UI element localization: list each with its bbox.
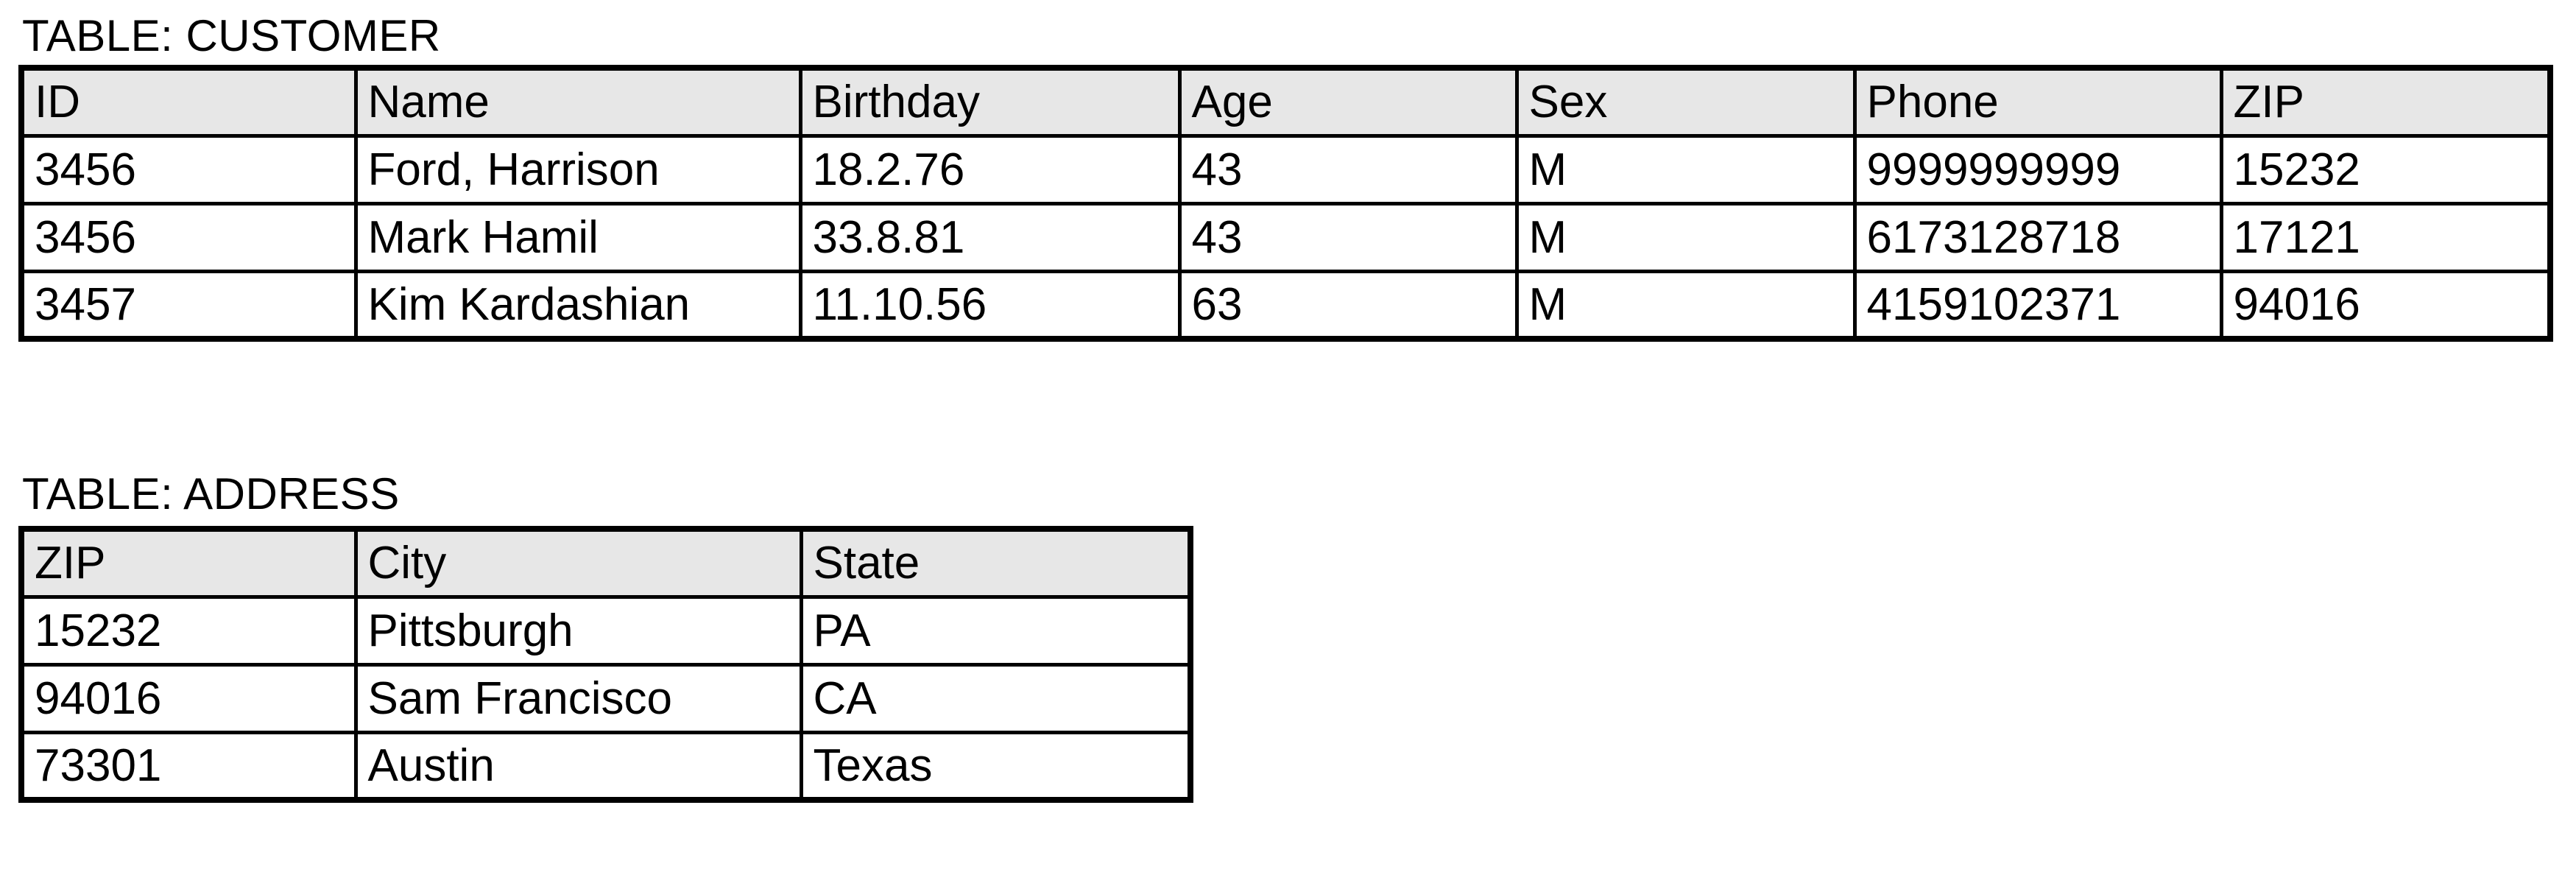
customer-table: ID Name Birthday Age Sex Phone ZIP 3456 Ford, Ha… bbox=[18, 65, 2553, 342]
column-header-sex: Sex bbox=[1514, 66, 1857, 138]
table-cell-sex: M bbox=[1514, 269, 1857, 341]
table-cell-name: Ford, Harrison bbox=[353, 133, 802, 205]
table-cell-state: Texas bbox=[799, 730, 1193, 802]
table-cell-zip: 15232 bbox=[19, 594, 358, 667]
header-row: ID Name Birthday Age Sex Phone ZIP bbox=[19, 66, 2552, 138]
table-cell-zip: 94016 bbox=[2219, 269, 2552, 341]
table-cell-state: PA bbox=[799, 594, 1193, 667]
address-table-title: TABLE: ADDRESS bbox=[22, 469, 400, 519]
table-row: 3457 Kim Kardashian 11.10.56 63 M 4159102371 9… bbox=[19, 269, 2552, 341]
table-cell-sex: M bbox=[1514, 201, 1857, 273]
table-cell-age: 63 bbox=[1177, 269, 1519, 341]
table-row: 73301 Austin Texas bbox=[19, 730, 1193, 802]
column-header-phone: Phone bbox=[1852, 66, 2223, 138]
table-cell-state: CA bbox=[799, 662, 1193, 734]
table-row: 3456 Ford, Harrison 18.2.76 43 M 9999999999 15… bbox=[19, 133, 2552, 205]
table-cell-phone: 6173128718 bbox=[1852, 201, 2223, 273]
table-cell-birthday: 33.8.81 bbox=[798, 201, 1182, 273]
table-cell-phone: 4159102371 bbox=[1852, 269, 2223, 341]
table-row: 3456 Mark Hamil 33.8.81 43 M 6173128718 17121 bbox=[19, 201, 2552, 273]
table-cell-birthday: 11.10.56 bbox=[798, 269, 1182, 341]
table-cell-city: Sam Francisco bbox=[353, 662, 803, 734]
table-cell-sex: M bbox=[1514, 133, 1857, 205]
column-header-age: Age bbox=[1177, 66, 1519, 138]
column-header-name: Name bbox=[353, 66, 802, 138]
table-cell-age: 43 bbox=[1177, 133, 1519, 205]
table-row: 94016 Sam Francisco CA bbox=[19, 662, 1193, 734]
table-cell-phone: 9999999999 bbox=[1852, 133, 2223, 205]
column-header-zip: ZIP bbox=[2219, 66, 2552, 138]
table-cell-id: 3457 bbox=[19, 269, 358, 341]
header-row: ZIP City State bbox=[19, 527, 1193, 599]
table-cell-city: Pittsburgh bbox=[353, 594, 803, 667]
table-cell-city: Austin bbox=[353, 730, 803, 802]
column-header-id: ID bbox=[19, 66, 358, 138]
table-cell-birthday: 18.2.76 bbox=[798, 133, 1182, 205]
table-cell-id: 3456 bbox=[19, 201, 358, 273]
customer-table-title: TABLE: CUSTOMER bbox=[22, 11, 441, 60]
address-table: ZIP City State 15232 Pittsburgh PA 94016 Sam Fr… bbox=[18, 526, 1193, 803]
column-header-state: State bbox=[799, 527, 1193, 599]
table-cell-zip: 94016 bbox=[19, 662, 358, 734]
table-cell-zip: 17121 bbox=[2219, 201, 2552, 273]
table-cell-age: 43 bbox=[1177, 201, 1519, 273]
column-header-zip: ZIP bbox=[19, 527, 358, 599]
column-header-birthday: Birthday bbox=[798, 66, 1182, 138]
table-cell-name: Kim Kardashian bbox=[353, 269, 802, 341]
table-cell-zip: 15232 bbox=[2219, 133, 2552, 205]
table-cell-id: 3456 bbox=[19, 133, 358, 205]
table-cell-name: Mark Hamil bbox=[353, 201, 802, 273]
table-cell-zip: 73301 bbox=[19, 730, 358, 802]
table-row: 15232 Pittsburgh PA bbox=[19, 594, 1193, 667]
column-header-city: City bbox=[353, 527, 803, 599]
